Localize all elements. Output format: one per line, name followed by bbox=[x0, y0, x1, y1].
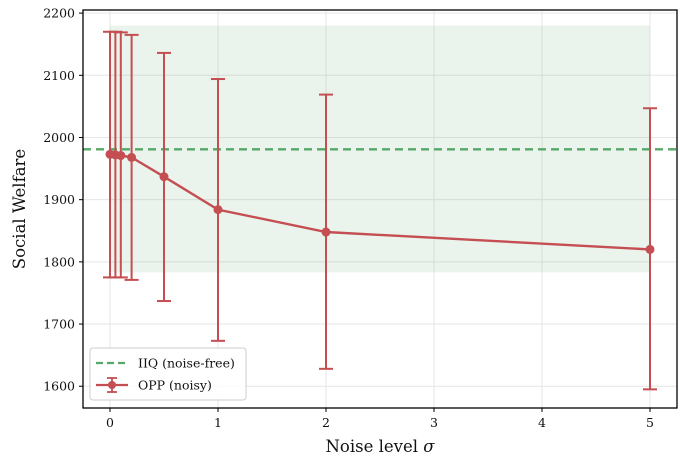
legend-opp-point bbox=[108, 381, 116, 389]
y-tick-label: 2100 bbox=[43, 68, 75, 83]
legend: IIQ (noise-free) OPP (noisy) bbox=[89, 347, 247, 401]
x-tick-label: 3 bbox=[430, 415, 438, 430]
y-axis-label: Social Welfare bbox=[10, 149, 29, 269]
data-point bbox=[213, 205, 223, 215]
y-tick-label: 1700 bbox=[43, 317, 75, 332]
y-tick-label: 2000 bbox=[43, 130, 75, 145]
y-tick-label: 2200 bbox=[43, 6, 75, 21]
data-point bbox=[645, 244, 655, 254]
data-point bbox=[127, 152, 137, 162]
x-tick-label: 2 bbox=[322, 415, 330, 430]
legend-iiq-label: IIQ (noise-free) bbox=[138, 356, 235, 371]
x-tick-label: 5 bbox=[646, 415, 654, 430]
x-tick-label: 4 bbox=[538, 415, 546, 430]
x-axis-label: Noise level σ bbox=[325, 437, 435, 456]
data-point bbox=[116, 151, 126, 161]
plot-frame bbox=[82, 9, 678, 409]
legend-box bbox=[89, 347, 247, 401]
axis-ticks: 0 1 2 3 4 5 1600 1700 1800 1900 2000 2100 2200 bbox=[43, 6, 654, 430]
y-tick-label: 1600 bbox=[43, 379, 75, 394]
data-point bbox=[321, 227, 331, 237]
legend-opp-marker bbox=[96, 377, 128, 393]
data-point bbox=[159, 172, 169, 182]
series-opp bbox=[103, 30, 657, 391]
y-tick-label: 1900 bbox=[43, 192, 75, 207]
y-tick-label: 1800 bbox=[43, 254, 75, 269]
legend-opp-label: OPP (noisy) bbox=[138, 378, 212, 393]
x-tick-label: 0 bbox=[106, 415, 114, 430]
x-tick-label: 1 bbox=[214, 415, 222, 430]
